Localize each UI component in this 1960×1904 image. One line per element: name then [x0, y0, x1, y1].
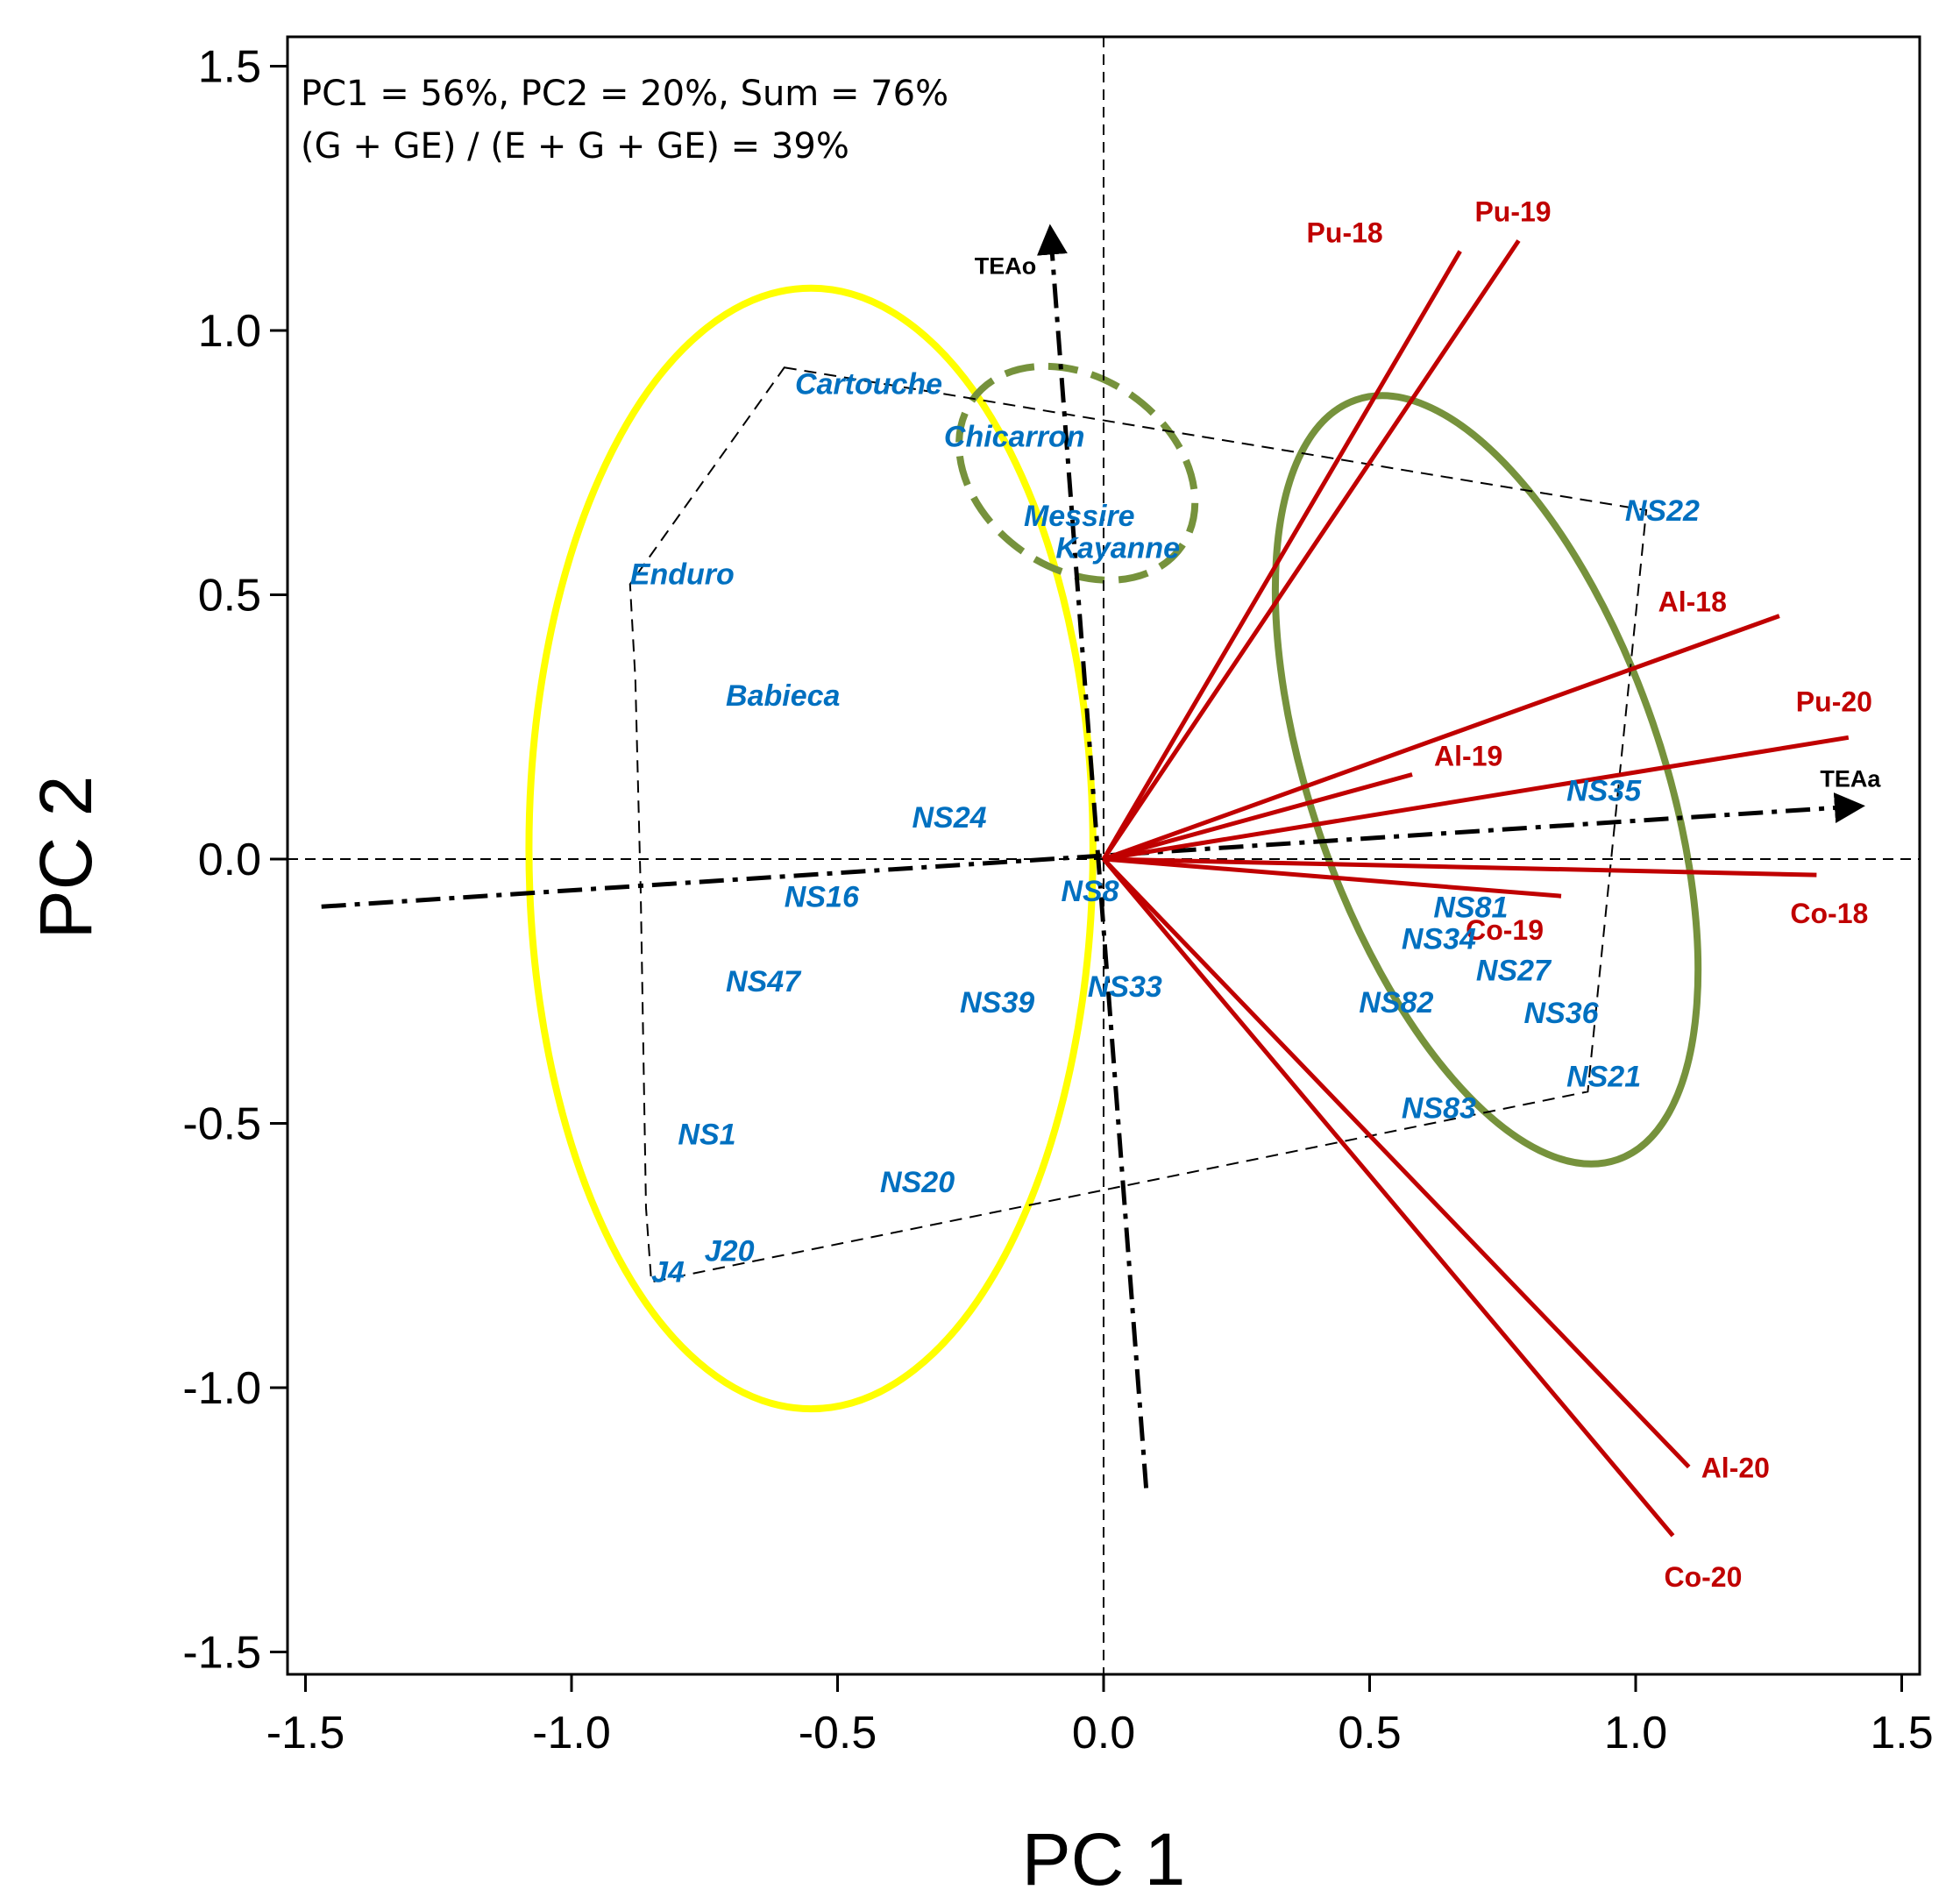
y-axis-title: PC 2	[25, 776, 107, 940]
genotype-label-ns1: NS1	[678, 1119, 735, 1152]
annotation-ratio: (G + GE) / (E + G + GE) = 39%	[301, 126, 849, 167]
env-label-pu-19: Pu-19	[1474, 195, 1551, 227]
genotype-label-ns81: NS81	[1433, 891, 1508, 924]
genotype-label-ns24: NS24	[912, 801, 986, 835]
env-label-al-18: Al-18	[1658, 586, 1727, 618]
genotype-label-enduro: Enduro	[630, 558, 735, 591]
genotype-label-ns20: NS20	[880, 1166, 955, 1199]
genotype-label-chicarron: Chicarron	[944, 421, 1085, 454]
genotype-label-cartouche: Cartouche	[795, 367, 942, 401]
tea-axis-teao	[1036, 224, 1149, 1488]
y-tick-label-6: 1.5	[198, 42, 261, 93]
y-tick-label-2: -0.5	[182, 1099, 261, 1150]
y-tick-label-4: 0.5	[198, 571, 261, 622]
env-label-co-20: Co-20	[1664, 1561, 1742, 1593]
ellipse-green-dashed	[955, 362, 1199, 584]
env-label-pu-20: Pu-20	[1796, 686, 1872, 717]
genotype-label-ns35: NS35	[1566, 775, 1642, 808]
genotype-label-ns34: NS34	[1402, 923, 1476, 956]
genotype-label-j20: J20	[705, 1234, 755, 1268]
x-tick-label-2: -0.5	[799, 1708, 877, 1758]
axis-ticks: -1.5 -1.0 -0.5 0.0 0.5 1.0 1.5 -1.5 -1.0 -0.5 0.0 0…	[182, 42, 1933, 1759]
group-ellipses	[525, 284, 1702, 1413]
genotype-label-babieca: Babieca	[726, 679, 840, 713]
ellipse-green-large	[1271, 392, 1702, 1168]
env-label-co-18: Co-18	[1790, 898, 1868, 929]
env-vector-co-19	[1103, 856, 1562, 899]
genotype-label-ns83: NS83	[1402, 1091, 1476, 1125]
convex-hull	[628, 366, 1648, 1283]
env-vector-pu-18	[1101, 250, 1462, 861]
y-tick-label-1: -1.0	[182, 1363, 261, 1414]
genotype-label-ns36: NS36	[1524, 997, 1600, 1030]
tea-axes: TEAo TEAa	[321, 224, 1881, 1488]
env-vector-al-20	[1102, 857, 1691, 1469]
y-tick-label-0: -1.5	[182, 1628, 261, 1679]
x-tick-label-6: 1.5	[1870, 1708, 1933, 1758]
y-tick-label-3: 0.0	[198, 835, 261, 885]
genotype-label-ns21: NS21	[1566, 1060, 1641, 1093]
env-label-al-20: Al-20	[1701, 1452, 1770, 1483]
genotype-label-j4: J4	[651, 1255, 685, 1289]
genotype-label-ns22: NS22	[1625, 494, 1700, 528]
tea-label-teaa: TEAa	[1820, 766, 1881, 792]
genotype-label-ns33: NS33	[1088, 970, 1162, 1004]
env-vector-co-20	[1102, 857, 1675, 1538]
env-vector-al-18	[1103, 614, 1780, 862]
annotation-variance: PC1 = 56%, PC2 = 20%, Sum = 76%	[301, 74, 948, 114]
genotype-label-ns16: NS16	[785, 880, 860, 913]
tea-label-teao: TEAo	[975, 252, 1037, 279]
x-tick-label-4: 0.5	[1338, 1708, 1401, 1758]
x-tick-label-0: -1.5	[266, 1708, 345, 1758]
env-vector-al-19	[1103, 772, 1413, 862]
x-tick-label-3: 0.0	[1072, 1708, 1135, 1758]
x-tick-label-5: 1.0	[1604, 1708, 1667, 1758]
env-label-co-19: Co-19	[1466, 914, 1544, 946]
genotype-label-ns47: NS47	[726, 965, 802, 998]
genotype-label-messire: Messire	[1024, 500, 1135, 533]
genotype-label-ns27: NS27	[1476, 955, 1552, 988]
env-vector-pu-20	[1103, 735, 1850, 862]
genotype-label-ns8: NS8	[1061, 875, 1118, 908]
env-vector-co-18	[1103, 856, 1817, 877]
y-tick-label-5: 1.0	[198, 306, 261, 357]
tea-axis-teaa	[321, 792, 1865, 909]
genotype-label-ns82: NS82	[1359, 986, 1433, 1019]
x-axis-title: PC 1	[1022, 1818, 1186, 1900]
genotype-label-kayanne: Kayanne	[1055, 531, 1180, 565]
env-label-pu-18: Pu-18	[1307, 217, 1383, 249]
x-tick-label-1: -1.0	[532, 1708, 611, 1758]
genotype-label-ns39: NS39	[960, 986, 1034, 1019]
environment-vectors: Pu-18 Pu-19 Al-18 Pu-20 Al-19 Co-19 Co-18 Al-20…	[1101, 195, 1872, 1593]
hull-polygon	[628, 366, 1648, 1283]
env-vector-pu-19	[1101, 239, 1521, 861]
env-label-al-19: Al-19	[1434, 741, 1502, 772]
ellipse-yellow	[525, 284, 1097, 1413]
